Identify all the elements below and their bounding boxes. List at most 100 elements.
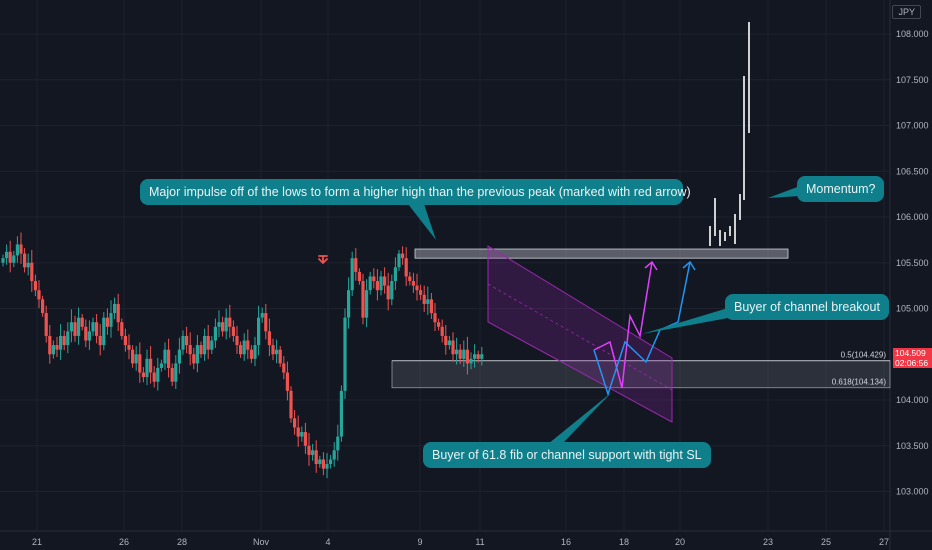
candle	[303, 432, 307, 446]
candle	[1, 258, 5, 263]
candle	[26, 262, 30, 268]
candle	[33, 281, 37, 291]
candle	[246, 340, 250, 350]
y-tick-label: 103.000	[896, 487, 929, 497]
y-tick-label: 106.000	[896, 212, 929, 222]
candle	[206, 335, 210, 350]
y-tick-label: 105.500	[896, 258, 929, 268]
candle	[393, 267, 397, 282]
candle	[444, 335, 448, 346]
candle	[419, 290, 423, 295]
bar-countdown: 02:06:56	[895, 358, 929, 368]
candle	[149, 358, 153, 373]
candle	[343, 317, 347, 391]
candle	[231, 326, 235, 336]
candle	[177, 349, 181, 364]
candle	[408, 276, 412, 282]
candle	[365, 290, 369, 318]
candle	[318, 459, 322, 465]
candle	[224, 317, 228, 332]
callout-impulse[interactable]: Major impulse off of the lows to form a …	[140, 179, 691, 205]
callout-fib-pointer	[548, 392, 612, 444]
x-tick-label: Nov	[253, 537, 270, 547]
fib-label-50: 0.5(104.429)	[841, 351, 887, 360]
candle	[257, 317, 261, 346]
candle	[415, 285, 419, 291]
candle	[314, 450, 318, 465]
x-tick-label: 21	[32, 537, 42, 547]
candle	[203, 335, 207, 355]
candle	[102, 317, 106, 346]
y-tick-label: 106.500	[896, 166, 929, 176]
currency-label[interactable]: JPY	[892, 5, 921, 19]
y-tick-label: 103.500	[896, 441, 929, 451]
candle	[282, 363, 286, 373]
candle	[404, 258, 408, 277]
candle	[91, 322, 95, 332]
candle	[141, 372, 145, 378]
candle	[120, 322, 124, 336]
resistance-zone	[414, 248, 789, 259]
candle	[473, 354, 477, 359]
candle	[51, 345, 55, 355]
candle	[339, 390, 343, 437]
channel-midline	[487, 283, 673, 391]
candle	[361, 281, 365, 318]
candle	[285, 372, 289, 391]
candle	[267, 331, 271, 346]
y-tick-label: 104.000	[896, 395, 929, 405]
candle	[458, 349, 462, 359]
candle	[109, 313, 113, 327]
candle	[311, 450, 315, 455]
candle	[159, 363, 163, 368]
candle	[390, 281, 394, 300]
y-tick-label: 107.500	[896, 75, 929, 85]
candle	[426, 299, 430, 304]
candle	[289, 390, 293, 419]
callout-momentum[interactable]: Momentum?	[797, 176, 885, 202]
candle	[368, 276, 372, 291]
candle	[181, 335, 185, 350]
candle	[429, 299, 433, 314]
candle	[73, 322, 77, 336]
callout-impulse-pointer	[408, 204, 436, 240]
candle	[98, 335, 102, 346]
candle	[5, 251, 9, 259]
candle	[469, 358, 473, 364]
candle	[242, 340, 246, 355]
candle	[447, 340, 451, 346]
callout-breakout[interactable]: Buyer of channel breakout	[725, 294, 889, 320]
candle	[375, 281, 379, 291]
candle	[134, 354, 138, 364]
x-tick-label: 11	[475, 537, 484, 547]
candle	[210, 340, 214, 350]
candle	[185, 335, 189, 346]
candle	[465, 349, 469, 364]
x-tick-label: 27	[879, 537, 889, 547]
candle	[87, 331, 91, 341]
blue-arrowhead	[682, 260, 696, 271]
y-tick-label: 107.000	[896, 121, 929, 131]
candle	[422, 294, 426, 304]
callout-breakout-pointer	[642, 308, 728, 334]
candle	[84, 326, 88, 341]
candle	[397, 253, 401, 268]
candle	[300, 432, 304, 437]
candle	[213, 326, 217, 341]
candle	[19, 244, 23, 254]
candle	[437, 322, 441, 327]
candle	[199, 345, 203, 355]
callout-fib-buyer[interactable]: Buyer of 61.8 fib or channel support wit…	[423, 442, 711, 468]
candle	[37, 290, 41, 300]
candle	[167, 349, 171, 368]
candle	[59, 335, 63, 350]
candle	[440, 326, 444, 336]
candle	[174, 363, 178, 382]
candle	[336, 436, 340, 451]
candle	[170, 367, 174, 382]
candle	[433, 313, 437, 323]
candle	[77, 317, 81, 336]
candle	[332, 450, 336, 460]
candle	[278, 349, 282, 364]
